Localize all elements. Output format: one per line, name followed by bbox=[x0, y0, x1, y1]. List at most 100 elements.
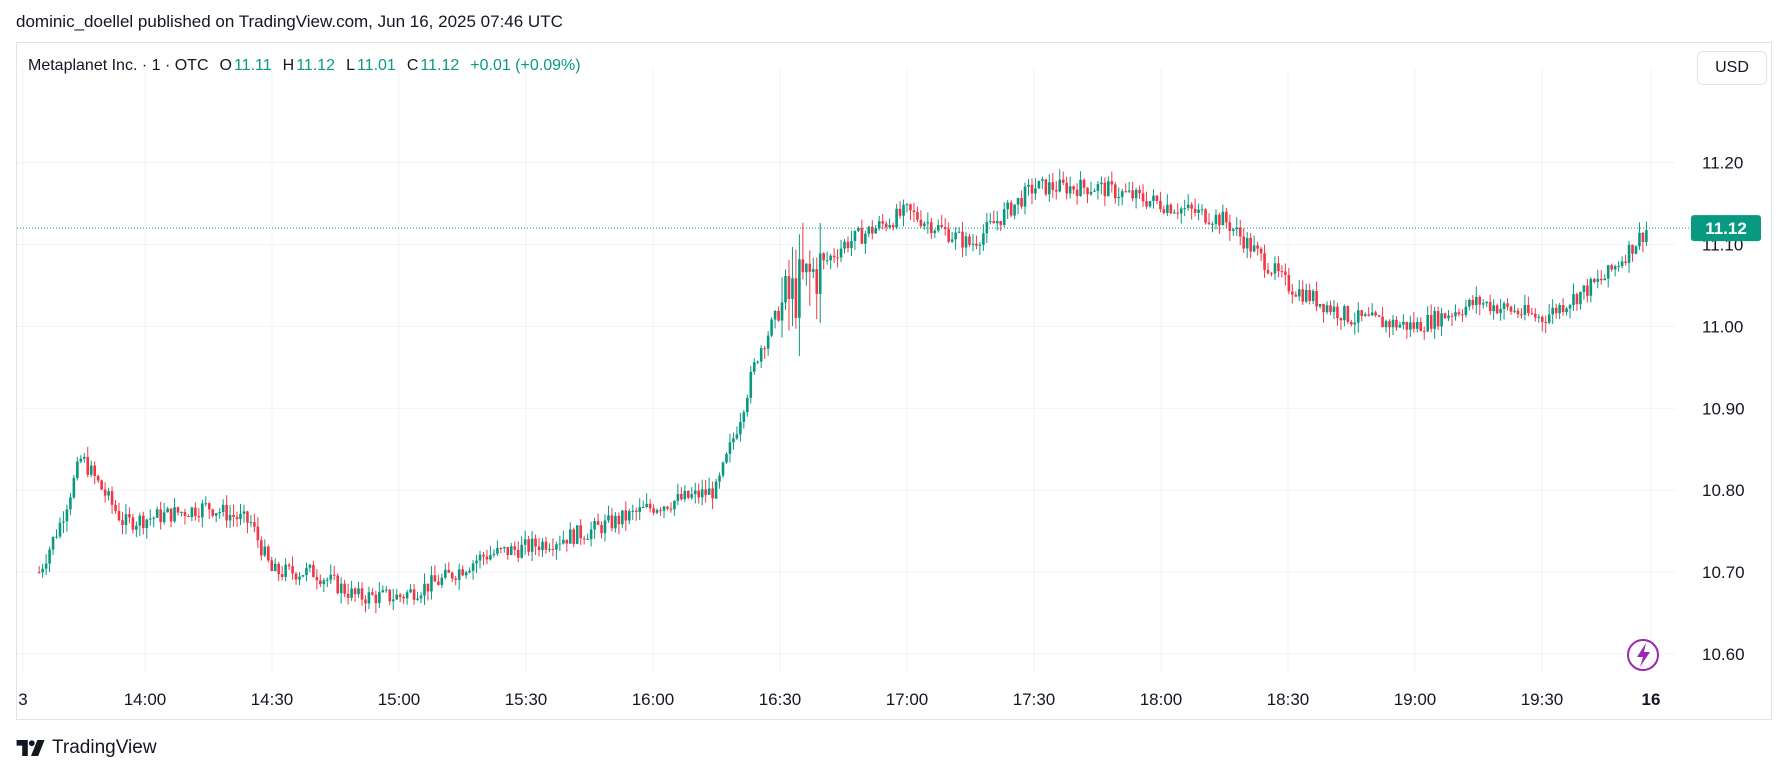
candle-body[interactable] bbox=[1350, 322, 1353, 325]
candle-body[interactable] bbox=[898, 208, 902, 216]
candle-body[interactable] bbox=[1186, 204, 1190, 209]
candle-body[interactable] bbox=[506, 547, 510, 555]
candle-body[interactable] bbox=[964, 236, 968, 248]
candle-body[interactable] bbox=[923, 223, 926, 227]
candle-body[interactable] bbox=[593, 521, 596, 530]
candle-body[interactable] bbox=[888, 225, 891, 228]
candle-body[interactable] bbox=[555, 544, 558, 550]
candle-body[interactable] bbox=[444, 569, 447, 578]
candle-body[interactable] bbox=[1374, 312, 1377, 316]
candle-body[interactable] bbox=[266, 546, 270, 561]
candle-body[interactable] bbox=[1006, 202, 1009, 210]
candle-body[interactable] bbox=[749, 371, 753, 398]
candle-body[interactable] bbox=[1270, 273, 1273, 275]
candle-body[interactable] bbox=[1079, 179, 1082, 196]
candle-body[interactable] bbox=[1506, 303, 1509, 307]
candle-body[interactable] bbox=[1468, 299, 1471, 307]
candle-body[interactable] bbox=[600, 524, 603, 534]
candle-body[interactable] bbox=[1252, 245, 1256, 252]
candle-body[interactable] bbox=[791, 278, 794, 299]
candle-body[interactable] bbox=[1391, 319, 1395, 328]
currency-button[interactable]: USD bbox=[1697, 51, 1767, 85]
candle-body[interactable] bbox=[1204, 209, 1207, 223]
candle-body[interactable] bbox=[89, 465, 93, 475]
candle-body[interactable] bbox=[1540, 316, 1544, 322]
candle-body[interactable] bbox=[197, 516, 201, 518]
candle-body[interactable] bbox=[187, 515, 190, 518]
candle-body[interactable] bbox=[815, 269, 819, 294]
candle-body[interactable] bbox=[853, 230, 857, 241]
candle-body[interactable] bbox=[1492, 305, 1495, 312]
candle-body[interactable] bbox=[985, 221, 989, 234]
candle-body[interactable] bbox=[509, 546, 513, 555]
candle-body[interactable] bbox=[301, 575, 305, 577]
candle-body[interactable] bbox=[183, 512, 187, 516]
candle-body[interactable] bbox=[603, 520, 607, 534]
candle-body[interactable] bbox=[759, 348, 763, 362]
candle-body[interactable] bbox=[1593, 279, 1596, 282]
candle-body[interactable] bbox=[1238, 227, 1242, 237]
candle-body[interactable] bbox=[1610, 265, 1613, 270]
candle-body[interactable] bbox=[447, 569, 451, 573]
candle-body[interactable] bbox=[572, 529, 576, 544]
candle-body[interactable] bbox=[1613, 266, 1617, 270]
candle-body[interactable] bbox=[1169, 204, 1173, 214]
candle-body[interactable] bbox=[489, 555, 492, 560]
candle-body[interactable] bbox=[659, 510, 662, 512]
candle-body[interactable] bbox=[131, 517, 135, 530]
candle-body[interactable] bbox=[1284, 271, 1287, 275]
candle-body[interactable] bbox=[114, 504, 117, 512]
candle-body[interactable] bbox=[1273, 263, 1277, 274]
candle-body[interactable] bbox=[1016, 198, 1020, 205]
candle-body[interactable] bbox=[627, 511, 631, 521]
candle-body[interactable] bbox=[742, 412, 746, 422]
candle-body[interactable] bbox=[76, 461, 79, 478]
candle-body[interactable] bbox=[409, 589, 412, 593]
candle-body[interactable] bbox=[579, 525, 582, 539]
candle-body[interactable] bbox=[416, 598, 419, 600]
candle-body[interactable] bbox=[957, 231, 961, 233]
candle-body[interactable] bbox=[44, 563, 48, 569]
candle-body[interactable] bbox=[1544, 321, 1548, 323]
candle-body[interactable] bbox=[839, 248, 843, 258]
candle-body[interactable] bbox=[763, 348, 766, 350]
candle-body[interactable] bbox=[159, 509, 162, 523]
candle-body[interactable] bbox=[1030, 184, 1034, 194]
candle-body[interactable] bbox=[548, 548, 551, 550]
candle-body[interactable] bbox=[1572, 294, 1575, 306]
candle-body[interactable] bbox=[825, 260, 829, 262]
candle-body[interactable] bbox=[947, 229, 950, 242]
candle-body[interactable] bbox=[1329, 305, 1332, 312]
candle-body[interactable] bbox=[1100, 182, 1103, 185]
candle-body[interactable] bbox=[1068, 186, 1072, 194]
candle-body[interactable] bbox=[1343, 306, 1346, 321]
candle-body[interactable] bbox=[1232, 229, 1235, 231]
candle-body[interactable] bbox=[1474, 296, 1478, 306]
candle-body[interactable] bbox=[621, 510, 624, 525]
candle-body[interactable] bbox=[308, 564, 312, 568]
candle-body[interactable] bbox=[194, 507, 197, 517]
candle-body[interactable] bbox=[166, 508, 169, 513]
candle-body[interactable] bbox=[246, 511, 249, 523]
candle-body[interactable] bbox=[614, 515, 617, 529]
candle-body[interactable] bbox=[1568, 305, 1572, 309]
candle-body[interactable] bbox=[1176, 212, 1180, 214]
candle-body[interactable] bbox=[1367, 314, 1370, 316]
candle-body[interactable] bbox=[711, 488, 714, 499]
candle-body[interactable] bbox=[950, 239, 954, 242]
candle-body[interactable] bbox=[1589, 279, 1593, 296]
candle-body[interactable] bbox=[478, 554, 482, 561]
candle-body[interactable] bbox=[58, 522, 62, 537]
candle-body[interactable] bbox=[864, 233, 867, 244]
candle-body[interactable] bbox=[1485, 301, 1489, 304]
candle-body[interactable] bbox=[1075, 189, 1079, 196]
candle-body[interactable] bbox=[430, 575, 433, 592]
candle-body[interactable] bbox=[562, 539, 565, 544]
candle-body[interactable] bbox=[1061, 179, 1065, 183]
candle-body[interactable] bbox=[270, 560, 274, 572]
candle-body[interactable] bbox=[933, 230, 937, 234]
candle-body[interactable] bbox=[496, 548, 499, 554]
candle-body[interactable] bbox=[1547, 314, 1551, 323]
candle-body[interactable] bbox=[1495, 305, 1499, 314]
